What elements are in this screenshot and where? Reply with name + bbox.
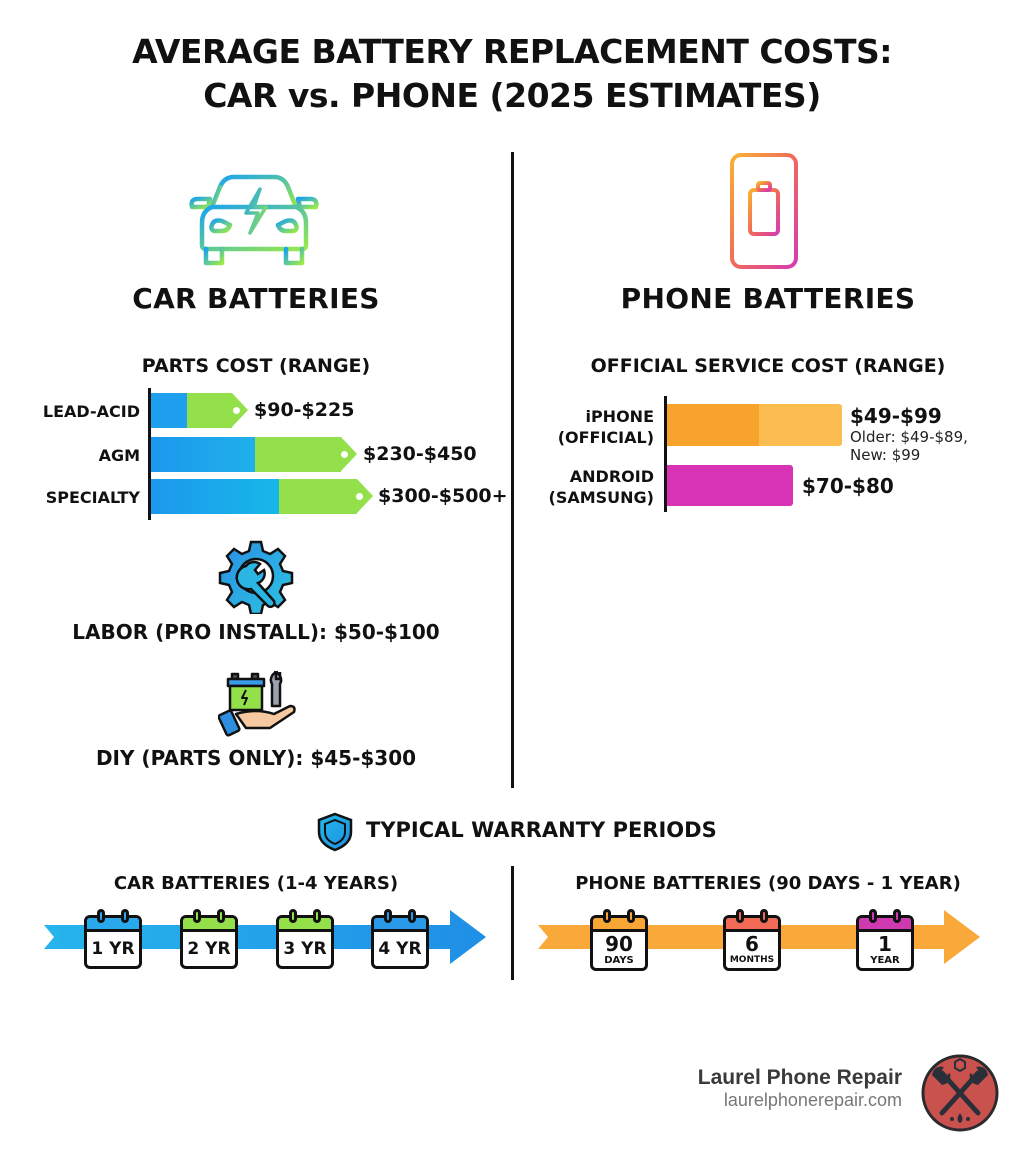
phone-chart-axis bbox=[664, 396, 667, 512]
bar-iphone bbox=[667, 404, 842, 446]
bar-agm bbox=[151, 437, 357, 472]
bar-specialty bbox=[151, 479, 373, 514]
iphone-note-new: New: $99 bbox=[850, 446, 921, 464]
bar-label-iphone: iPHONE (OFFICIAL) bbox=[530, 406, 654, 448]
bar-label-specialty: SPECIALTY bbox=[45, 488, 140, 507]
calendar-label: 2 YR bbox=[187, 939, 231, 959]
bar-label-iphone-line1: iPHONE bbox=[585, 407, 654, 426]
calendar-6-months: 6 MONTHS bbox=[723, 909, 781, 971]
crossed-wrenches-icon bbox=[920, 1053, 1000, 1133]
page-title-line1: AVERAGE BATTERY REPLACEMENT COSTS: bbox=[132, 32, 892, 71]
electric-car-icon bbox=[182, 165, 327, 275]
parts-cost-heading: PARTS COST (RANGE) bbox=[141, 355, 371, 377]
calendar-90-days: 90 DAYS bbox=[590, 909, 648, 971]
calendar-2-yr: 2 YR bbox=[180, 909, 238, 969]
car-warranty-heading: CAR BATTERIES (1-4 YEARS) bbox=[113, 873, 399, 894]
calendar-label: 3 YR bbox=[283, 939, 327, 959]
calendar-number: 6 bbox=[745, 932, 759, 956]
warranty-divider bbox=[511, 866, 514, 980]
official-service-heading: OFFICIAL SERVICE COST (RANGE) bbox=[590, 355, 946, 377]
bar-value-agm: $230-$450 bbox=[363, 443, 477, 465]
bar-android bbox=[667, 465, 793, 506]
phone-battery-icon bbox=[728, 152, 800, 270]
car-chart-axis bbox=[148, 388, 151, 520]
iphone-note: Older: $49-$89, New: $99 bbox=[850, 428, 968, 464]
bar-label-android-line1: ANDROID bbox=[569, 467, 654, 486]
page-title-line2: CAR vs. PHONE (2025 ESTIMATES) bbox=[203, 76, 821, 115]
calendar-number: 1 bbox=[878, 932, 892, 956]
bar-label-iphone-line2: (OFFICIAL) bbox=[557, 428, 654, 447]
calendar-unit: MONTHS bbox=[729, 955, 775, 965]
hand-battery-wrench-icon bbox=[217, 668, 298, 740]
labor-cost: LABOR (PRO INSTALL): $50-$100 bbox=[72, 620, 440, 644]
center-divider bbox=[511, 152, 514, 788]
bar-label-android-line2: (SAMSUNG) bbox=[548, 488, 655, 507]
phone-batteries-heading: PHONE BATTERIES bbox=[620, 282, 916, 315]
calendar-unit: YEAR bbox=[870, 955, 900, 966]
bar-label-lead-acid: LEAD-ACID bbox=[42, 402, 140, 421]
bar-lead-acid bbox=[151, 393, 248, 428]
warranty-heading: TYPICAL WARRANTY PERIODS bbox=[366, 818, 717, 842]
diy-cost: DIY (PARTS ONLY): $45-$300 bbox=[95, 746, 417, 770]
shield-icon bbox=[316, 812, 354, 852]
calendar-label: 1 YR bbox=[91, 939, 135, 959]
car-batteries-heading: CAR BATTERIES bbox=[132, 282, 380, 315]
brand-name: Laurel Phone Repair bbox=[697, 1066, 902, 1089]
gear-wrench-icon bbox=[218, 538, 294, 616]
calendar-label: 4 YR bbox=[378, 939, 422, 959]
bar-value-android: $70-$80 bbox=[802, 474, 894, 498]
bar-label-agm: AGM bbox=[98, 446, 140, 465]
bar-value-iphone: $49-$99 bbox=[850, 404, 942, 428]
calendar-unit: DAYS bbox=[604, 955, 634, 966]
calendar-1-yr: 1 YR bbox=[84, 909, 142, 969]
iphone-note-older: Older: $49-$89, bbox=[850, 428, 968, 446]
bar-value-specialty: $300-$500+ bbox=[378, 485, 508, 507]
calendar-3-yr: 3 YR bbox=[276, 909, 334, 969]
calendar-4-yr: 4 YR bbox=[371, 909, 429, 969]
calendar-number: 90 bbox=[605, 932, 633, 956]
bar-value-lead-acid: $90-$225 bbox=[254, 399, 355, 421]
phone-warranty-heading: PHONE BATTERIES (90 DAYS - 1 YEAR) bbox=[575, 873, 961, 894]
calendar-1-year: 1 YEAR bbox=[856, 909, 914, 971]
car-warranty-arrow bbox=[44, 908, 488, 966]
brand-url[interactable]: laurelphonerepair.com bbox=[723, 1090, 902, 1110]
bar-label-android: ANDROID (SAMSUNG) bbox=[530, 466, 655, 508]
